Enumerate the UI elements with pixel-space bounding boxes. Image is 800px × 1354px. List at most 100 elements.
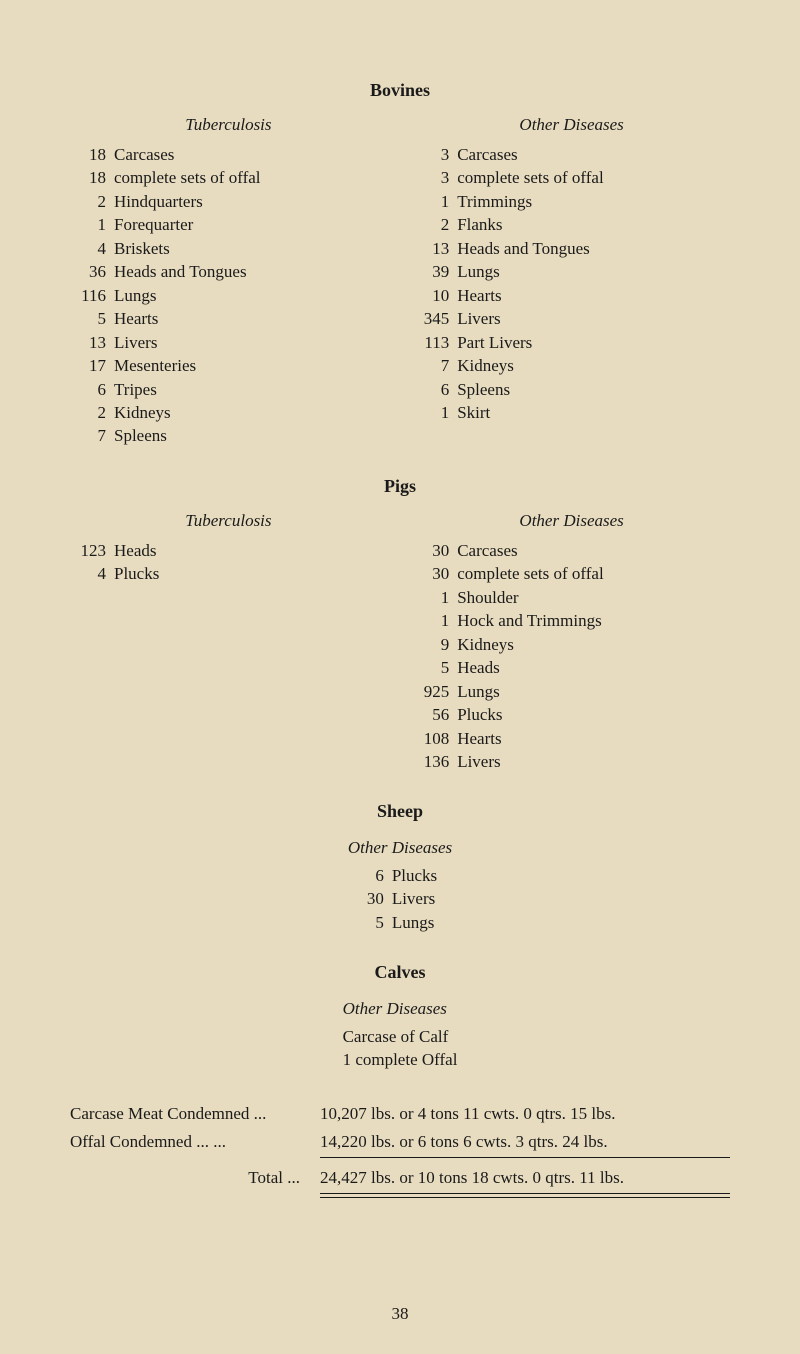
bovines-section: Bovines Tuberculosis 18Carcases18complet…: [70, 80, 730, 448]
data-count: 13: [70, 331, 114, 354]
data-row: 36Heads and Tongues: [70, 260, 387, 283]
data-count: 6: [413, 378, 457, 401]
data-label: Hock and Trimmings: [457, 609, 730, 632]
data-row: 13Heads and Tongues: [413, 237, 730, 260]
calves-section: Calves Other Diseases Carcase of Calf 1 …: [70, 962, 730, 1071]
data-row: 4Briskets: [70, 237, 387, 260]
data-label: Heads: [114, 539, 387, 562]
data-count: 5: [70, 307, 114, 330]
data-row: 1Trimmings: [413, 190, 730, 213]
data-row: 7Spleens: [70, 424, 387, 447]
data-label: Heads: [457, 656, 730, 679]
data-row: 10Hearts: [413, 284, 730, 307]
data-count: 6: [348, 864, 392, 887]
data-label: Kidneys: [114, 401, 387, 424]
pigs-right-col: Other Diseases 30Carcases30complete sets…: [413, 511, 730, 774]
bovines-left-heading: Tuberculosis: [70, 115, 387, 135]
data-label: Spleens: [457, 378, 730, 401]
sheep-list: 6Plucks30Livers5Lungs: [348, 864, 452, 934]
data-count: 108: [413, 727, 457, 750]
data-row: 30complete sets of offal: [413, 562, 730, 585]
pigs-left-list: 123Heads4Plucks: [70, 539, 387, 586]
data-count: 5: [413, 656, 457, 679]
page-number: 38: [0, 1304, 800, 1324]
summary-total-row: Total ... 24,427 lbs. or 10 tons 18 cwts…: [70, 1158, 730, 1193]
sheep-section: Sheep Other Diseases 6Plucks30Livers5Lun…: [70, 801, 730, 934]
data-count: 123: [70, 539, 114, 562]
data-count: 5: [348, 911, 392, 934]
bovines-right-col: Other Diseases 3Carcases3complete sets o…: [413, 115, 730, 448]
sheep-heading: Other Diseases: [348, 836, 452, 859]
data-row: 925Lungs: [413, 680, 730, 703]
data-label: Lungs: [457, 680, 730, 703]
data-count: 30: [413, 562, 457, 585]
data-label: Spleens: [114, 424, 387, 447]
data-label: Part Livers: [457, 331, 730, 354]
data-row: 123Heads: [70, 539, 387, 562]
data-label: complete sets of offal: [114, 166, 387, 189]
sheep-title: Sheep: [70, 801, 730, 822]
data-row: 56Plucks: [413, 703, 730, 726]
pigs-left-heading: Tuberculosis: [70, 511, 387, 531]
data-count: 1: [413, 190, 457, 213]
data-row: 1Forequarter: [70, 213, 387, 236]
data-label: Lungs: [114, 284, 387, 307]
data-row: 2Kidneys: [70, 401, 387, 424]
data-count: 345: [413, 307, 457, 330]
data-row: 2Flanks: [413, 213, 730, 236]
data-row: 30Carcases: [413, 539, 730, 562]
data-row: 18complete sets of offal: [70, 166, 387, 189]
data-count: 1: [413, 586, 457, 609]
data-label: Briskets: [114, 237, 387, 260]
data-row: 30Livers: [348, 887, 452, 910]
total-line-2: [320, 1197, 730, 1198]
data-label: Kidneys: [457, 354, 730, 377]
data-row: 108Hearts: [413, 727, 730, 750]
data-count: 1: [70, 213, 114, 236]
data-row: 5Lungs: [348, 911, 452, 934]
data-count: 13: [413, 237, 457, 260]
data-row: 5Heads: [413, 656, 730, 679]
data-label: Livers: [457, 750, 730, 773]
data-count: 9: [413, 633, 457, 656]
data-row: 1Hock and Trimmings: [413, 609, 730, 632]
data-row: 6Tripes: [70, 378, 387, 401]
data-label: Carcases: [114, 143, 387, 166]
data-label: Carcases: [457, 143, 730, 166]
pigs-right-heading: Other Diseases: [413, 511, 730, 531]
data-count: 18: [70, 143, 114, 166]
data-row: 116Lungs: [70, 284, 387, 307]
data-count: 56: [413, 703, 457, 726]
data-label: Plucks: [114, 562, 387, 585]
data-count: 36: [70, 260, 114, 283]
data-label: Plucks: [457, 703, 730, 726]
summary-row-2: Offal Condemned ... ... 14,220 lbs. or 6…: [70, 1128, 730, 1157]
bovines-title: Bovines: [70, 80, 730, 101]
data-count: 17: [70, 354, 114, 377]
data-row: 13Livers: [70, 331, 387, 354]
data-count: 4: [70, 237, 114, 260]
data-count: 4: [70, 562, 114, 585]
data-count: 30: [348, 887, 392, 910]
bovines-left-col: Tuberculosis 18Carcases18complete sets o…: [70, 115, 387, 448]
data-label: complete sets of offal: [457, 562, 730, 585]
calves-title: Calves: [70, 962, 730, 983]
data-label: Flanks: [457, 213, 730, 236]
data-count: 3: [413, 143, 457, 166]
bovines-right-heading: Other Diseases: [413, 115, 730, 135]
data-count: 6: [70, 378, 114, 401]
data-label: complete sets of offal: [457, 166, 730, 189]
summary-label-2: Offal Condemned ... ...: [70, 1128, 320, 1157]
pigs-title: Pigs: [70, 476, 730, 497]
summary-total-value: 24,427 lbs. or 10 tons 18 cwts. 0 qtrs. …: [320, 1164, 730, 1193]
data-count: 18: [70, 166, 114, 189]
data-label: Hearts: [457, 284, 730, 307]
data-count: 30: [413, 539, 457, 562]
data-row: 2Hindquarters: [70, 190, 387, 213]
data-count: 2: [413, 213, 457, 236]
data-count: 7: [413, 354, 457, 377]
data-row: 1Skirt: [413, 401, 730, 424]
data-label: Livers: [457, 307, 730, 330]
summary-value-1: 10,207 lbs. or 4 tons 11 cwts. 0 qtrs. 1…: [320, 1100, 730, 1129]
data-row: 3complete sets of offal: [413, 166, 730, 189]
